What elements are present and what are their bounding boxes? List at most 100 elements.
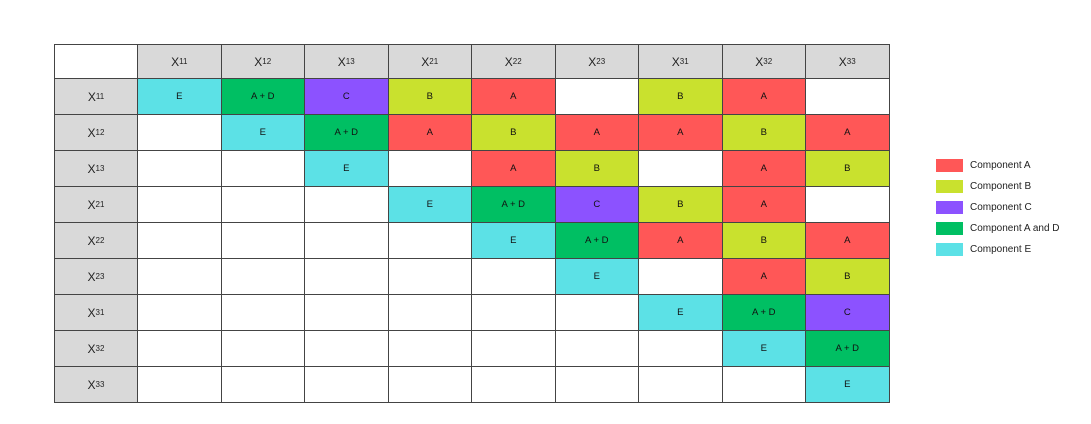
matrix-cell — [138, 187, 222, 223]
header-subscript: 12 — [95, 128, 105, 137]
legend: Component A Component B Component C Compone… — [936, 155, 1060, 260]
matrix-cell — [555, 367, 639, 403]
header-subscript: 13 — [345, 57, 355, 66]
matrix-cell — [806, 79, 890, 115]
header-subscript: 32 — [95, 344, 105, 353]
matrix-cell — [639, 331, 723, 367]
matrix-cell — [388, 259, 472, 295]
matrix-cell — [138, 151, 222, 187]
matrix-cell — [388, 331, 472, 367]
matrix-cell: A — [722, 259, 806, 295]
header-base: X — [87, 341, 96, 356]
matrix-cell: A + D — [472, 187, 556, 223]
header-base: X — [755, 54, 764, 69]
header-subscript: 33 — [846, 57, 856, 66]
header-subscript: 13 — [95, 164, 105, 173]
matrix-cell — [388, 367, 472, 403]
column-header: X 13 — [305, 45, 389, 79]
matrix-cell: A — [722, 187, 806, 223]
matrix-cell — [472, 367, 556, 403]
matrix-cell — [388, 295, 472, 331]
header-subscript: 33 — [95, 380, 105, 389]
matrix-cell: E — [639, 295, 723, 331]
matrix-cell: B — [555, 151, 639, 187]
matrix-cell: B — [722, 115, 806, 151]
header-base: X — [87, 233, 96, 248]
matrix-cell: A + D — [305, 115, 389, 151]
matrix-cell: E — [555, 259, 639, 295]
matrix-cell — [138, 259, 222, 295]
matrix-cell: A — [639, 115, 723, 151]
matrix-cell — [221, 223, 305, 259]
matrix-cell — [305, 223, 389, 259]
matrix-cell — [221, 151, 305, 187]
row-header: X 31 — [55, 295, 138, 331]
column-header: X 12 — [221, 45, 305, 79]
matrix-cell — [639, 367, 723, 403]
header-base: X — [87, 305, 96, 320]
legend-label: Component E — [970, 244, 1032, 255]
header-subscript: 32 — [763, 57, 773, 66]
header-subscript: 31 — [679, 57, 689, 66]
header-base: X — [254, 54, 263, 69]
matrix-cell: C — [305, 79, 389, 115]
row-header: X 11 — [55, 79, 138, 115]
matrix-cell: B — [388, 79, 472, 115]
matrix-cell — [305, 331, 389, 367]
row-header: X 33 — [55, 367, 138, 403]
matrix-cell — [555, 295, 639, 331]
legend-swatch — [936, 159, 963, 172]
matrix-cell: B — [639, 187, 723, 223]
matrix-cell — [472, 295, 556, 331]
row-header: X 23 — [55, 259, 138, 295]
row-header: X 12 — [55, 115, 138, 151]
matrix-cell: B — [472, 115, 556, 151]
matrix-cell — [221, 259, 305, 295]
matrix-cell — [722, 367, 806, 403]
legend-item: Component E — [936, 239, 1060, 260]
matrix-cell — [555, 79, 639, 115]
matrix-cell: B — [722, 223, 806, 259]
matrix-cell: E — [221, 115, 305, 151]
matrix-cell — [388, 151, 472, 187]
legend-item: Component B — [936, 176, 1060, 197]
matrix-corner — [55, 45, 138, 79]
legend-label: Component A and D — [970, 223, 1060, 234]
matrix-cell — [806, 187, 890, 223]
matrix-cell — [305, 187, 389, 223]
matrix-cell: B — [639, 79, 723, 115]
header-base: X — [588, 54, 597, 69]
matrix-cell: E — [472, 223, 556, 259]
header-subscript: 21 — [95, 200, 105, 209]
row-header: X 22 — [55, 223, 138, 259]
row-header: X 21 — [55, 187, 138, 223]
header-base: X — [504, 54, 513, 69]
header-subscript: 11 — [179, 57, 188, 66]
matrix-cell: A + D — [555, 223, 639, 259]
header-base: X — [171, 54, 180, 69]
legend-swatch — [936, 222, 963, 235]
header-subscript: 31 — [95, 308, 105, 317]
matrix-cell: A + D — [806, 331, 890, 367]
matrix-cell — [221, 331, 305, 367]
matrix-cell: E — [806, 367, 890, 403]
matrix-cell: A + D — [221, 79, 305, 115]
column-header: X 11 — [138, 45, 222, 79]
header-subscript: 21 — [429, 57, 439, 66]
matrix-cell: A — [722, 79, 806, 115]
header-subscript: 11 — [95, 92, 105, 101]
matrix-cell — [555, 331, 639, 367]
matrix-cell: E — [722, 331, 806, 367]
header-subscript: 22 — [512, 57, 522, 66]
matrix-cell — [138, 367, 222, 403]
header-base: X — [838, 54, 847, 69]
matrix-cell: C — [555, 187, 639, 223]
matrix-cell: A — [806, 115, 890, 151]
legend-item: Component A and D — [936, 218, 1060, 239]
header-base: X — [337, 54, 346, 69]
matrix-cell: E — [388, 187, 472, 223]
column-header: X 22 — [472, 45, 556, 79]
row-header: X 13 — [55, 151, 138, 187]
matrix-cell: C — [806, 295, 890, 331]
column-header: X 31 — [639, 45, 723, 79]
